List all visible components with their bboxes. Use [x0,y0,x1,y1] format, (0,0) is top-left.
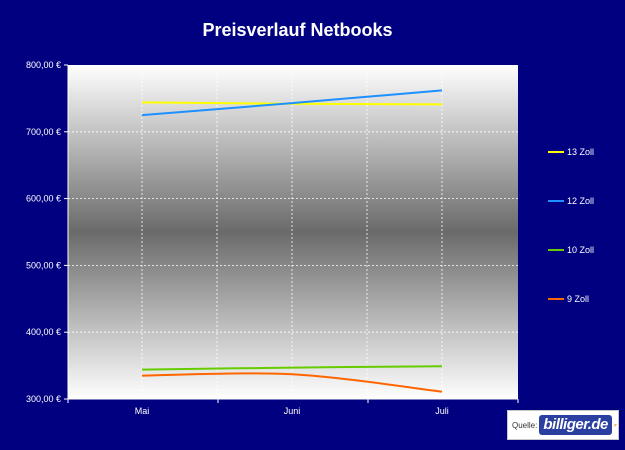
legend-label: 10 Zoll [567,245,594,255]
legend-label: 9 Zoll [567,294,589,304]
x-axis-ticks: Mai Juni Juli [67,398,519,416]
series-line-2 [141,365,443,371]
series-line-3 [141,372,443,393]
y-tick-label: 300,00 € [26,394,61,404]
y-tick-label: 700,00 € [26,127,61,137]
y-tick-label: 800,00 € [26,60,61,70]
y-axis-ticks: 800,00 € 700,00 € 600,00 € 500,00 € 400,00 €… [26,60,69,404]
legend-label: 13 Zoll [567,147,594,157]
chart-title: Preisverlauf Netbooks [202,20,393,40]
legend: 13 Zoll 12 Zoll 10 Zoll 9 Zoll [548,147,594,304]
x-tick-label: Mai [135,406,150,416]
plot-area [68,65,518,399]
series-line-1 [141,89,443,117]
x-tick-label: Juni [284,406,301,416]
x-tick-label: Juli [435,406,449,416]
source-badge[interactable]: Quelle: billiger.de [507,410,619,440]
signal-wave-icon [614,423,617,427]
y-tick-label: 400,00 € [26,327,61,337]
series-lines [141,89,443,393]
legend-label: 12 Zoll [567,196,594,206]
source-label: Quelle: [512,420,538,430]
billiger-logo: billiger.de [539,415,612,435]
y-tick-label: 600,00 € [26,194,61,204]
y-tick-label: 500,00 € [26,260,61,270]
grid-lines [68,65,518,399]
